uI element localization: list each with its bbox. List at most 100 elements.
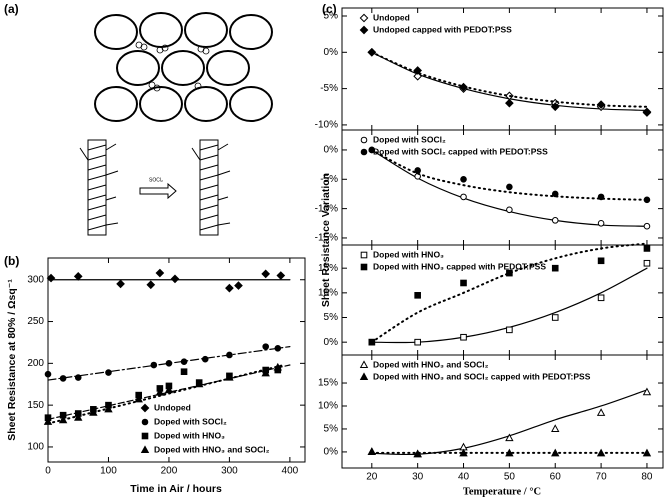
schematic — [79, 12, 273, 236]
x-axis-label: Time in Air / hours — [130, 483, 222, 495]
marker — [643, 222, 651, 230]
x-axis-label: Temperature / °C — [463, 486, 541, 497]
legend-label: Doped with HNO₃ — [154, 430, 225, 440]
legend-marker — [360, 263, 368, 271]
y-tick-label: 300 — [27, 274, 44, 285]
x-tick-label: 300 — [221, 466, 238, 477]
legend-marker — [140, 403, 150, 413]
fit-line — [47, 364, 285, 425]
marker — [155, 268, 165, 278]
marker — [225, 372, 234, 381]
x-tick-label: 70 — [596, 472, 608, 483]
marker — [261, 269, 271, 279]
marker — [597, 219, 605, 227]
marker — [226, 351, 233, 359]
reagent-label: SOCl₂ — [149, 177, 163, 183]
marker — [146, 280, 156, 290]
plot-frame — [47, 257, 306, 463]
legend-label: Doped with HNO₃ — [373, 249, 444, 259]
y-tick-label: 200 — [27, 358, 44, 369]
y-tick-label: 250 — [27, 316, 44, 327]
x-tick-label: 0 — [45, 466, 51, 477]
y-tick-label: 15% — [318, 378, 338, 389]
marker — [74, 413, 83, 421]
marker — [194, 379, 204, 388]
marker — [460, 279, 467, 287]
marker — [597, 193, 605, 201]
y-tick-label: 150 — [27, 400, 44, 411]
marker — [58, 415, 68, 424]
fit-line — [370, 148, 648, 201]
legend-marker — [360, 148, 368, 156]
x-tick-label: 50 — [504, 472, 516, 483]
y-axis-label: Sheet Resistance Variation — [320, 173, 332, 307]
marker — [459, 448, 468, 457]
legend-label: Doped with SOCl₂ capped with PEDOT:PSS — [373, 146, 548, 156]
x-tick-label: 40 — [458, 472, 470, 483]
legend-label: Doped with HNO₃ and SOCl₂ capped with PE… — [373, 371, 591, 381]
marker — [551, 448, 560, 457]
x-tick-label: 200 — [161, 466, 178, 477]
marker — [89, 407, 98, 416]
y-tick-label: 100 — [27, 442, 44, 453]
marker — [551, 424, 560, 432]
marker — [180, 368, 188, 376]
marker — [506, 206, 513, 214]
marker — [551, 217, 559, 224]
y-tick-label: -5% — [320, 174, 338, 185]
panel-label: (c) — [322, 2, 337, 16]
legend-label: Doped with SOCl₂ — [373, 134, 446, 144]
marker — [261, 368, 270, 377]
y-tick-label: -10% — [315, 120, 338, 131]
legend-marker — [360, 136, 368, 144]
marker — [550, 102, 560, 112]
legend-label: Doped with HNO₃ and SOCl₂ — [373, 359, 489, 369]
x-tick-label: 60 — [550, 472, 562, 483]
marker — [368, 338, 376, 346]
legend-label: Undoped capped with PEDOT:PSS — [373, 24, 512, 34]
marker — [262, 343, 269, 350]
legend-marker — [359, 13, 369, 23]
y-tick-label: 5% — [324, 11, 339, 22]
y-tick-label: 5% — [324, 312, 339, 323]
y-tick-label: 0% — [324, 337, 339, 348]
marker — [506, 183, 513, 191]
marker — [274, 344, 282, 352]
marker — [170, 274, 180, 284]
marker — [276, 271, 286, 280]
marker — [643, 245, 651, 252]
y-tick-label: 0% — [324, 447, 339, 458]
marker — [414, 167, 421, 174]
marker — [596, 448, 606, 457]
y-tick-label: -10% — [315, 203, 338, 214]
marker — [460, 193, 467, 201]
legend-label: Doped with SOCl₂ — [154, 416, 227, 426]
legend-marker — [141, 432, 149, 440]
panel-label: (b) — [4, 254, 19, 268]
marker — [368, 146, 376, 154]
marker — [643, 259, 651, 267]
x-tick-label: 80 — [641, 472, 653, 483]
marker — [551, 314, 559, 321]
marker — [460, 175, 467, 183]
x-tick-label: 30 — [412, 472, 424, 483]
marker — [116, 279, 125, 289]
y-tick-label: 0% — [324, 145, 339, 156]
x-tick-label: 400 — [282, 466, 299, 477]
panel-label: (a) — [4, 2, 19, 16]
marker — [180, 358, 188, 365]
marker — [505, 448, 514, 457]
marker — [155, 387, 165, 396]
marker — [642, 108, 652, 117]
legend-marker — [359, 372, 369, 381]
fit-line — [370, 242, 648, 344]
marker — [597, 294, 605, 302]
marker — [225, 283, 234, 293]
marker — [506, 269, 513, 277]
plot-frame — [341, 354, 664, 469]
legend-label: Doped with HNO₃ capped with PEDOT:PSS — [373, 261, 546, 271]
marker — [506, 326, 513, 334]
marker — [459, 82, 468, 92]
marker — [414, 338, 421, 346]
marker — [164, 385, 174, 394]
